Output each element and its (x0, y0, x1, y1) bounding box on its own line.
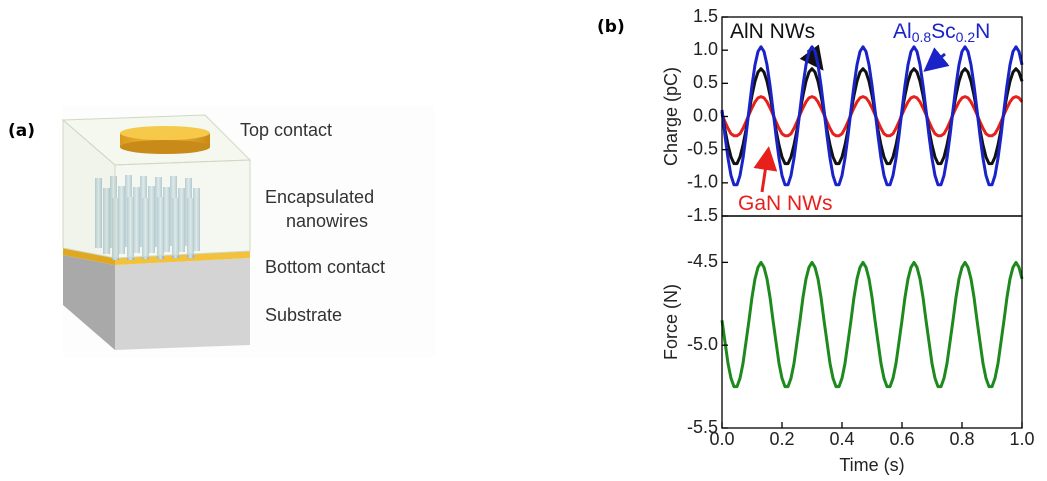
annotation-part: 0.8 (912, 29, 932, 45)
y-tick-label: -4.5 (687, 251, 718, 271)
x-tick-label: 0.2 (769, 429, 794, 449)
arrow (923, 47, 950, 72)
x-tick-label: 0.0 (709, 429, 734, 449)
y-tick-label: -5.0 (687, 334, 718, 354)
y-axis-title: Charge (pC) (661, 67, 681, 166)
bottom-contact-side (63, 248, 115, 265)
annotation-part: Sc (931, 20, 956, 43)
substrate-front (115, 258, 250, 350)
data-line (720, 260, 1024, 389)
panel-label: (b) (597, 17, 625, 37)
annotation: AlN NWs (730, 20, 815, 43)
y-tick-label: -5.5 (687, 417, 718, 437)
diagram-label: Bottom contact (265, 257, 385, 277)
y-tick-label: 1.0 (693, 39, 718, 59)
diagram-label: nanowires (286, 211, 368, 231)
data-line (720, 45, 1024, 187)
annotation-part: GaN NWs (738, 192, 833, 215)
y-tick-label: -0.5 (687, 138, 718, 158)
x-tick-label: 0.4 (829, 429, 854, 449)
annotation-part: N (975, 20, 990, 43)
bottom-contact-front (115, 251, 250, 265)
substrate-side (63, 255, 115, 350)
annotation-part: AlN NWs (730, 20, 815, 43)
x-tick-label: 1.0 (1009, 429, 1034, 449)
diagram: Top contact Encapsulated nanowires Botto… (61, 105, 435, 357)
y-tick-label: -1.5 (687, 205, 718, 225)
y-axis-title: Force (N) (661, 284, 681, 360)
diagram-label: Substrate (265, 305, 342, 325)
top-contact-bottom (120, 140, 210, 154)
y-tick-label: 0.5 (693, 72, 718, 92)
annotation-part: 0.2 (956, 29, 976, 45)
arrow (753, 146, 778, 193)
y-tick-label: 0.0 (693, 105, 718, 125)
plot-frame (721, 215, 1023, 429)
x-tick-label: 0.8 (949, 429, 974, 449)
diagram-label: Top contact (240, 120, 332, 140)
annotation-part: Al (893, 20, 912, 43)
y-tick-label: 1.5 (693, 6, 718, 26)
encapsulant-front (114, 159, 251, 259)
y-tick-label: -1.0 (687, 172, 718, 192)
annotation: GaN NWs (738, 192, 833, 215)
panel-label: (a) (8, 121, 35, 141)
top-contact-top (120, 126, 210, 140)
annotation: Al0.8Sc0.2N (893, 20, 990, 45)
x-axis-title: Time (s) (839, 455, 904, 475)
diagram-label: Encapsulated (265, 187, 374, 207)
x-tick-label: 0.6 (889, 429, 914, 449)
